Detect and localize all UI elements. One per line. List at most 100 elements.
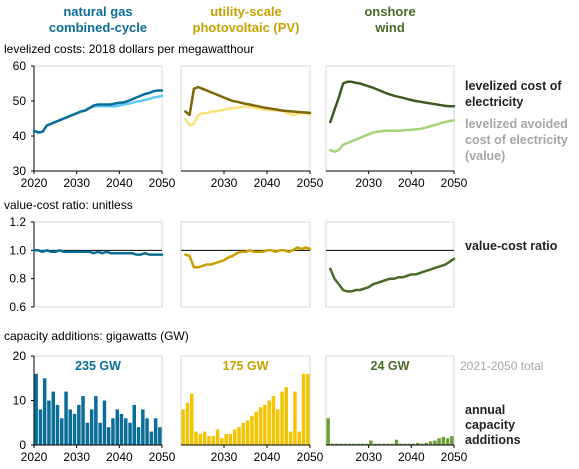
gas-capacity-bar (72, 413, 77, 445)
gas-capacity-bar (47, 400, 51, 445)
wind-capacity-bar (407, 443, 411, 445)
pv-capacity-bar (185, 402, 190, 445)
wind-capacity-bar (428, 441, 433, 445)
wind-costs-x-tick-label: 2040 (398, 176, 425, 190)
gas-ratio-line (32, 249, 164, 256)
pv-capacity-bar (271, 396, 276, 445)
wind-capacity-bar (394, 439, 399, 445)
gas-capacity-bar (51, 391, 55, 445)
gas-capacity-x-tick-label: 2020 (21, 450, 48, 464)
pv-capacity-x-tick-label: 2050 (297, 450, 324, 464)
gas-capacity-bar (115, 409, 119, 445)
gas-capacity-bar (149, 431, 154, 445)
gas-capacity-bar (158, 427, 162, 445)
wind-capacity-bar (377, 443, 382, 445)
wind-capacity-bar (381, 443, 386, 445)
wind-capacity-bar (347, 443, 352, 445)
gas-capacity-x-tick-label: 2040 (106, 450, 133, 464)
wind-capacity-bar (369, 440, 373, 445)
gas-capacity-bar (111, 418, 115, 445)
legend-total-note: 2021-2050 total (460, 359, 543, 373)
pv-capacity-total-label: 175 GW (223, 359, 269, 373)
gas-costs-x-tick-label: 2020 (21, 176, 48, 190)
costs-y-tick-label: 30 (13, 164, 27, 178)
wind-costs-x-tick-label: 2030 (355, 176, 382, 190)
wind-capacity-bar (339, 443, 343, 445)
pv-capacity-bar (224, 433, 228, 445)
legend-lcoe-line2: electricity (465, 95, 523, 109)
capacity-section-label: capacity additions: gigawatts (GW) (4, 329, 189, 343)
gas-capacity-bar (94, 396, 98, 445)
pv-costs-x-tick-label: 2050 (297, 176, 324, 190)
wind-capacity-x-tick-label: 2040 (398, 450, 425, 464)
pv-capacity-bar (280, 391, 284, 445)
gas-capacity-bar (145, 418, 149, 445)
gas-capacity-bar (106, 427, 111, 445)
gas-capacity-bar (136, 427, 141, 445)
wind-capacity-x-tick-label: 2030 (355, 450, 382, 464)
gas-capacity-bar (153, 418, 158, 445)
wind-capacity-bar (326, 418, 330, 445)
pv-capacity-bar (267, 400, 271, 445)
gas-capacity-bar (89, 409, 94, 445)
pv-capacity-bar (198, 433, 203, 445)
pv-capacity-bar (263, 404, 267, 445)
legend-annual-line1: annual (465, 403, 505, 417)
ratio-y-tick-label: 0.6 (9, 300, 26, 314)
pv-capacity-bar (220, 438, 224, 445)
pv-capacity-x-tick-label: 2040 (254, 450, 281, 464)
header-pv-line1: utility-scale (210, 4, 282, 19)
wind-capacity-bar (411, 443, 416, 445)
wind-capacity-x-tick-label: 2050 (441, 450, 468, 464)
pv-ratio-frame (180, 221, 311, 308)
pv-capacity-bar (297, 431, 301, 445)
pv-capacity-bar (211, 436, 215, 445)
gas-capacity-bar (128, 422, 132, 446)
pv-capacity-x-tick-label: 2030 (211, 450, 238, 464)
ratio-y-tick-label: 0.8 (9, 272, 26, 286)
legend-vcr: value-cost ratio (465, 239, 558, 253)
gas-costs-x-tick-label: 2050 (149, 176, 176, 190)
pv-capacity-bar (254, 411, 258, 445)
pv-capacity-bar (250, 416, 254, 445)
wind-capacity-bar (445, 438, 450, 445)
pv-lcoe-line (184, 85, 312, 117)
costs-y-tick-label: 50 (13, 94, 27, 108)
gas-capacity-bar (38, 409, 43, 445)
gas-costs-x-tick-label: 2040 (106, 176, 133, 190)
pv-ratio-line (184, 246, 312, 269)
wind-capacity-bar (360, 443, 364, 445)
pv-capacity-bar (245, 420, 250, 445)
wind-capacity-bar (352, 443, 356, 445)
wind-capacity-bar (437, 438, 441, 445)
gas-capacity-bar (132, 404, 136, 445)
ratio-y-tick-label: 1.2 (9, 215, 26, 229)
pv-capacity-bar (284, 387, 289, 445)
legend-annual-line3: additions (465, 433, 521, 447)
ratio-y-tick-label: 1.0 (9, 243, 26, 257)
gas-capacity-bar (77, 404, 81, 445)
gas-capacity-bar (34, 373, 38, 445)
pv-costs-x-tick-label: 2040 (254, 176, 281, 190)
gas-capacity-x-tick-label: 2030 (63, 450, 90, 464)
gas-costs-frame (33, 65, 163, 172)
wind-capacity-bar (398, 443, 403, 445)
header-gas-line1: natural gas (63, 4, 132, 19)
wind-capacity-bar (386, 443, 390, 445)
pv-costs-frame (180, 65, 311, 172)
pv-capacity-bar (181, 409, 185, 445)
gas-capacity-bar (119, 413, 124, 445)
wind-capacity-bar (433, 440, 437, 445)
pv-capacity-bar (194, 431, 198, 445)
gas-lace-line (32, 94, 164, 134)
wind-capacity-bar (441, 437, 446, 445)
pv-capacity-bar (306, 373, 310, 445)
pv-capacity-bar (202, 431, 207, 445)
wind-capacity-bar (356, 443, 360, 445)
wind-capacity-bar (403, 443, 407, 445)
pv-capacity-bar (237, 427, 241, 445)
legend-lace-line1: levelized avoided (465, 117, 568, 131)
gas-ratio-frame (33, 221, 163, 308)
legend-annual-line2: capacity (465, 418, 515, 432)
wind-ratio-line (329, 257, 456, 293)
